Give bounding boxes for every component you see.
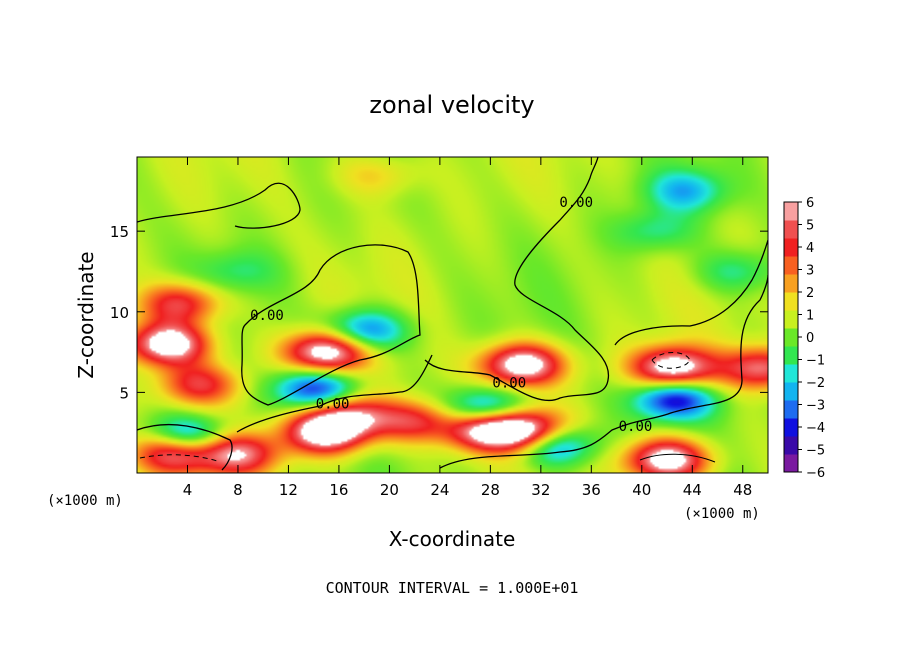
colorbar-tick-label: −4 [806,421,825,436]
x-tick-label: 36 [582,481,601,499]
x-unit-left: (×1000 m) [47,493,123,509]
colorbar-tick-label: −6 [806,466,825,481]
velocity-field [137,157,768,473]
colorbar-tick-label: 2 [806,286,814,301]
colorbar-swatch [784,274,798,293]
colorbar-swatch [784,346,798,365]
x-tick-label: 16 [329,481,348,499]
colorbar-swatch [784,238,798,257]
zero-contour-line [639,453,716,463]
contour-label: 0.00 [492,376,526,392]
zero-contour-line [137,423,233,471]
x-axis-label: X-coordinate [389,527,516,551]
colorbar-swatch [784,436,798,455]
x-tick-label: 8 [233,481,243,499]
chart-title: zonal velocity [369,91,534,119]
x-tick-label: 4 [183,481,193,499]
velocity-field-image [137,157,768,473]
x-tick-label: 20 [380,481,399,499]
zero-contour-line [424,157,610,402]
colorbar-tick-label: 6 [806,196,814,211]
zero-contour-line [137,182,301,229]
colorbar-swatch [784,400,798,419]
colorbar-swatch [784,310,798,329]
zero-contours [137,157,768,471]
plot-frame [136,156,769,474]
x-tick-label: 32 [531,481,550,499]
colorbar-swatch [784,256,798,275]
colorbar-tick-label: −3 [806,399,825,414]
x-tick-label: 44 [683,481,702,499]
contour-label: 0.00 [619,419,653,435]
contour-label: 0.00 [250,308,284,324]
x-unit-right: (×1000 m) [684,506,760,522]
colorbar-swatch [784,220,798,239]
colorbar-tick-label: −2 [806,376,825,391]
y-tick-label: 5 [119,384,129,402]
colorbar-tick-label: 5 [806,219,814,234]
zero-contour-line [139,454,221,463]
colorbar-tick-label: −5 [806,444,825,459]
x-tick-label: 12 [279,481,298,499]
contour-label: 0.00 [559,195,593,211]
contour-interval-note: CONTOUR INTERVAL = 1.000E+01 [326,579,579,597]
colorbar-tick-label: 3 [806,264,814,279]
contour-label: 0.00 [316,397,350,413]
x-tick-label: 40 [632,481,651,499]
colorbar: 6 5 4 3 2 1 0 −1 −2 −3 −4 −5 −6 [783,196,825,481]
y-axis-label: Z-coordinate [74,251,98,378]
colorbar-swatch [784,364,798,383]
colorbar-tick-label: 4 [806,241,814,256]
colorbar-swatch [784,328,798,347]
y-tick-label: 15 [110,223,129,241]
colorbar-swatch [784,292,798,311]
x-axis-ticks: 4 8 12 16 20 24 28 32 36 40 44 48 [183,157,752,499]
zero-contour-line [439,274,768,469]
colorbar-swatch [784,418,798,437]
zero-contour-line [651,352,691,369]
colorbar-tick-label: 0 [806,331,814,346]
colorbar-swatch [784,202,798,221]
zero-contour-line [236,354,433,433]
x-tick-label: 28 [481,481,500,499]
x-tick-label: 48 [733,481,752,499]
y-axis-ticks: 5 10 15 [110,223,768,402]
zero-contour-line [614,239,768,346]
colorbar-tick-label: −1 [806,354,825,369]
contour-labels: 0.00 0.00 0.00 0.00 0.00 [250,195,652,435]
zero-contour-line [241,244,421,406]
y-tick-label: 10 [110,304,129,322]
colorbar-swatch [784,382,798,401]
x-tick-label: 24 [430,481,449,499]
colorbar-tick-label: 1 [806,309,814,324]
colorbar-swatch [784,454,798,473]
